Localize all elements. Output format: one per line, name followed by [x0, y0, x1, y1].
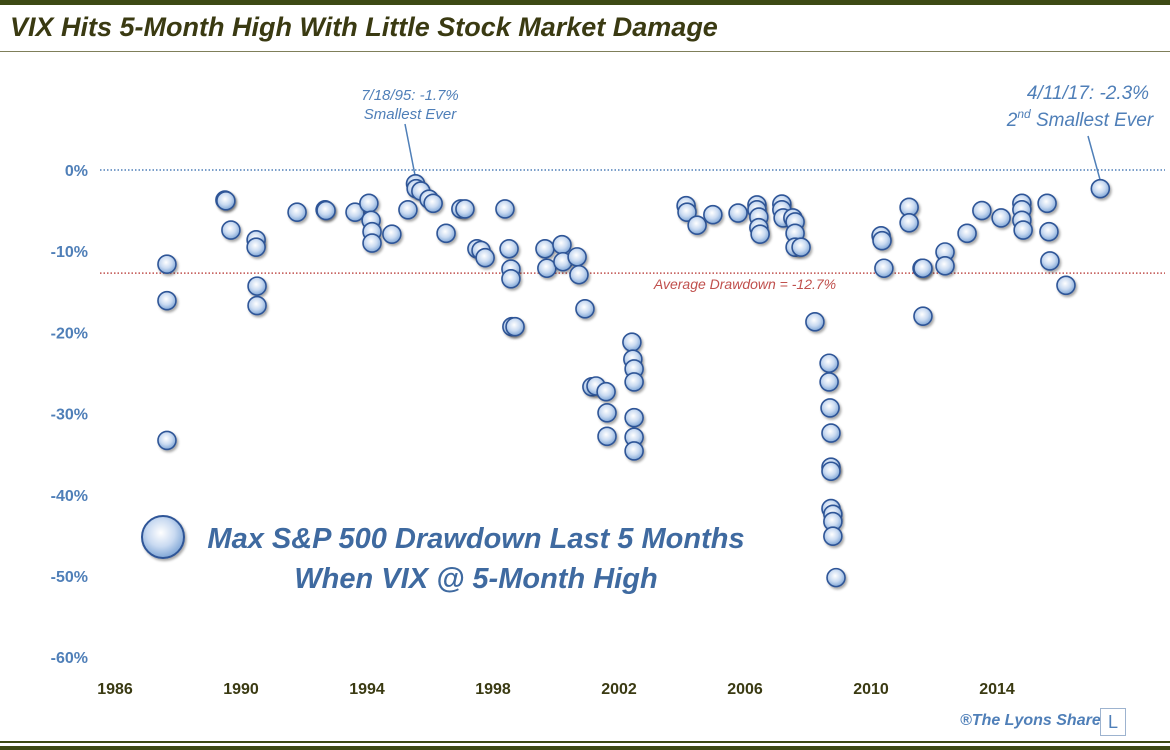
data-point	[819, 372, 839, 392]
y-tick-label: -40%	[51, 488, 88, 505]
data-point	[575, 299, 595, 319]
legend-marker	[141, 515, 185, 559]
bottom-border	[0, 741, 1170, 743]
data-point	[423, 193, 443, 214]
data-point	[535, 238, 555, 259]
annotation-2017-line1: 4/11/17: -2.3%	[1027, 83, 1149, 104]
annotation-1995-line1: 7/18/95: -1.7%	[361, 87, 459, 104]
x-tick-label: 2002	[601, 681, 637, 698]
data-point	[552, 234, 572, 255]
x-tick-label: 1986	[97, 681, 133, 698]
data-point	[359, 193, 379, 214]
data-point	[820, 398, 840, 418]
data-point	[1039, 221, 1059, 242]
data-point	[316, 200, 336, 221]
legend: Max S&P 500 Drawdown Last 5 Months When …	[141, 515, 745, 595]
legend-label-line1: Max S&P 500 Drawdown Last 5 Months	[207, 523, 744, 555]
data-point	[624, 441, 644, 461]
data-point	[499, 238, 519, 259]
average-line-label: Average Drawdown = -12.7%	[653, 276, 836, 292]
data-point	[791, 237, 811, 257]
data-point	[624, 407, 644, 428]
data-point	[703, 204, 723, 225]
data-point	[935, 256, 955, 276]
data-point	[624, 372, 644, 392]
data-point	[728, 203, 748, 223]
annotation-1995-line2: Smallest Ever	[364, 106, 458, 123]
data-point	[913, 258, 933, 279]
annotation-2017-line2: 2nd Smallest Ever	[1006, 107, 1154, 131]
data-point	[221, 220, 241, 240]
watermark: ®The Lyons Share	[960, 712, 1101, 729]
data-point	[1013, 220, 1033, 240]
y-tick-label: -10%	[51, 244, 88, 261]
legend-label-line2: When VIX @ 5-Month High	[294, 563, 657, 595]
data-point	[957, 223, 977, 244]
bottom-border-thick	[0, 746, 1170, 750]
data-point	[821, 461, 841, 482]
watermark-logo: L	[1100, 708, 1126, 736]
x-tick-label: 1994	[349, 681, 385, 698]
data-point	[475, 247, 495, 268]
data-point	[1037, 193, 1057, 214]
data-point	[157, 290, 177, 311]
x-tick-label: 1998	[475, 681, 511, 698]
data-point	[287, 202, 307, 223]
data-point	[597, 402, 617, 423]
data-point	[750, 224, 770, 244]
top-border	[0, 0, 1170, 5]
data-point	[972, 200, 992, 221]
data-point	[501, 269, 521, 289]
y-tick-label: -20%	[51, 325, 88, 342]
annotation-leader	[1087, 135, 1102, 181]
data-point	[567, 247, 587, 267]
data-point	[455, 199, 475, 219]
data-point	[398, 199, 418, 220]
data-point	[157, 254, 177, 274]
data-point	[157, 430, 177, 451]
data-point	[1040, 251, 1060, 271]
data-point	[569, 264, 589, 285]
data-point	[597, 426, 617, 447]
chart-title: VIX Hits 5-Month High With Little Stock …	[10, 12, 718, 42]
data-point	[805, 312, 825, 332]
data-point	[899, 212, 919, 233]
y-tick-label: -30%	[51, 407, 88, 424]
data-point	[872, 230, 892, 251]
data-point	[362, 233, 382, 253]
data-point	[826, 567, 846, 588]
annotation-leader	[404, 123, 417, 178]
data-point	[874, 258, 894, 279]
data-point	[677, 202, 697, 223]
data-point	[821, 423, 841, 443]
data-point	[247, 295, 267, 316]
x-tick-label: 2006	[727, 681, 763, 698]
data-point	[687, 215, 707, 236]
data-point	[345, 202, 365, 223]
title-divider	[0, 51, 1170, 52]
data-point	[216, 191, 236, 211]
data-point	[247, 276, 267, 296]
data-point	[246, 237, 266, 257]
data-point	[819, 353, 839, 374]
data-point	[823, 526, 843, 547]
data-point	[495, 199, 515, 219]
data-point	[596, 381, 616, 402]
data-point	[505, 316, 525, 337]
data-point	[436, 223, 456, 244]
y-tick-label: -50%	[51, 569, 88, 586]
x-tick-label: 1990	[223, 681, 259, 698]
data-point	[991, 208, 1011, 228]
x-tick-label: 2010	[853, 681, 889, 698]
x-tick-label: 2014	[979, 681, 1015, 698]
y-tick-label: 0%	[65, 163, 88, 180]
data-point	[622, 332, 642, 352]
y-tick-label: -60%	[51, 650, 88, 667]
data-point	[1056, 275, 1076, 296]
data-point	[1090, 178, 1111, 199]
data-point	[382, 224, 402, 244]
data-point	[913, 306, 933, 326]
